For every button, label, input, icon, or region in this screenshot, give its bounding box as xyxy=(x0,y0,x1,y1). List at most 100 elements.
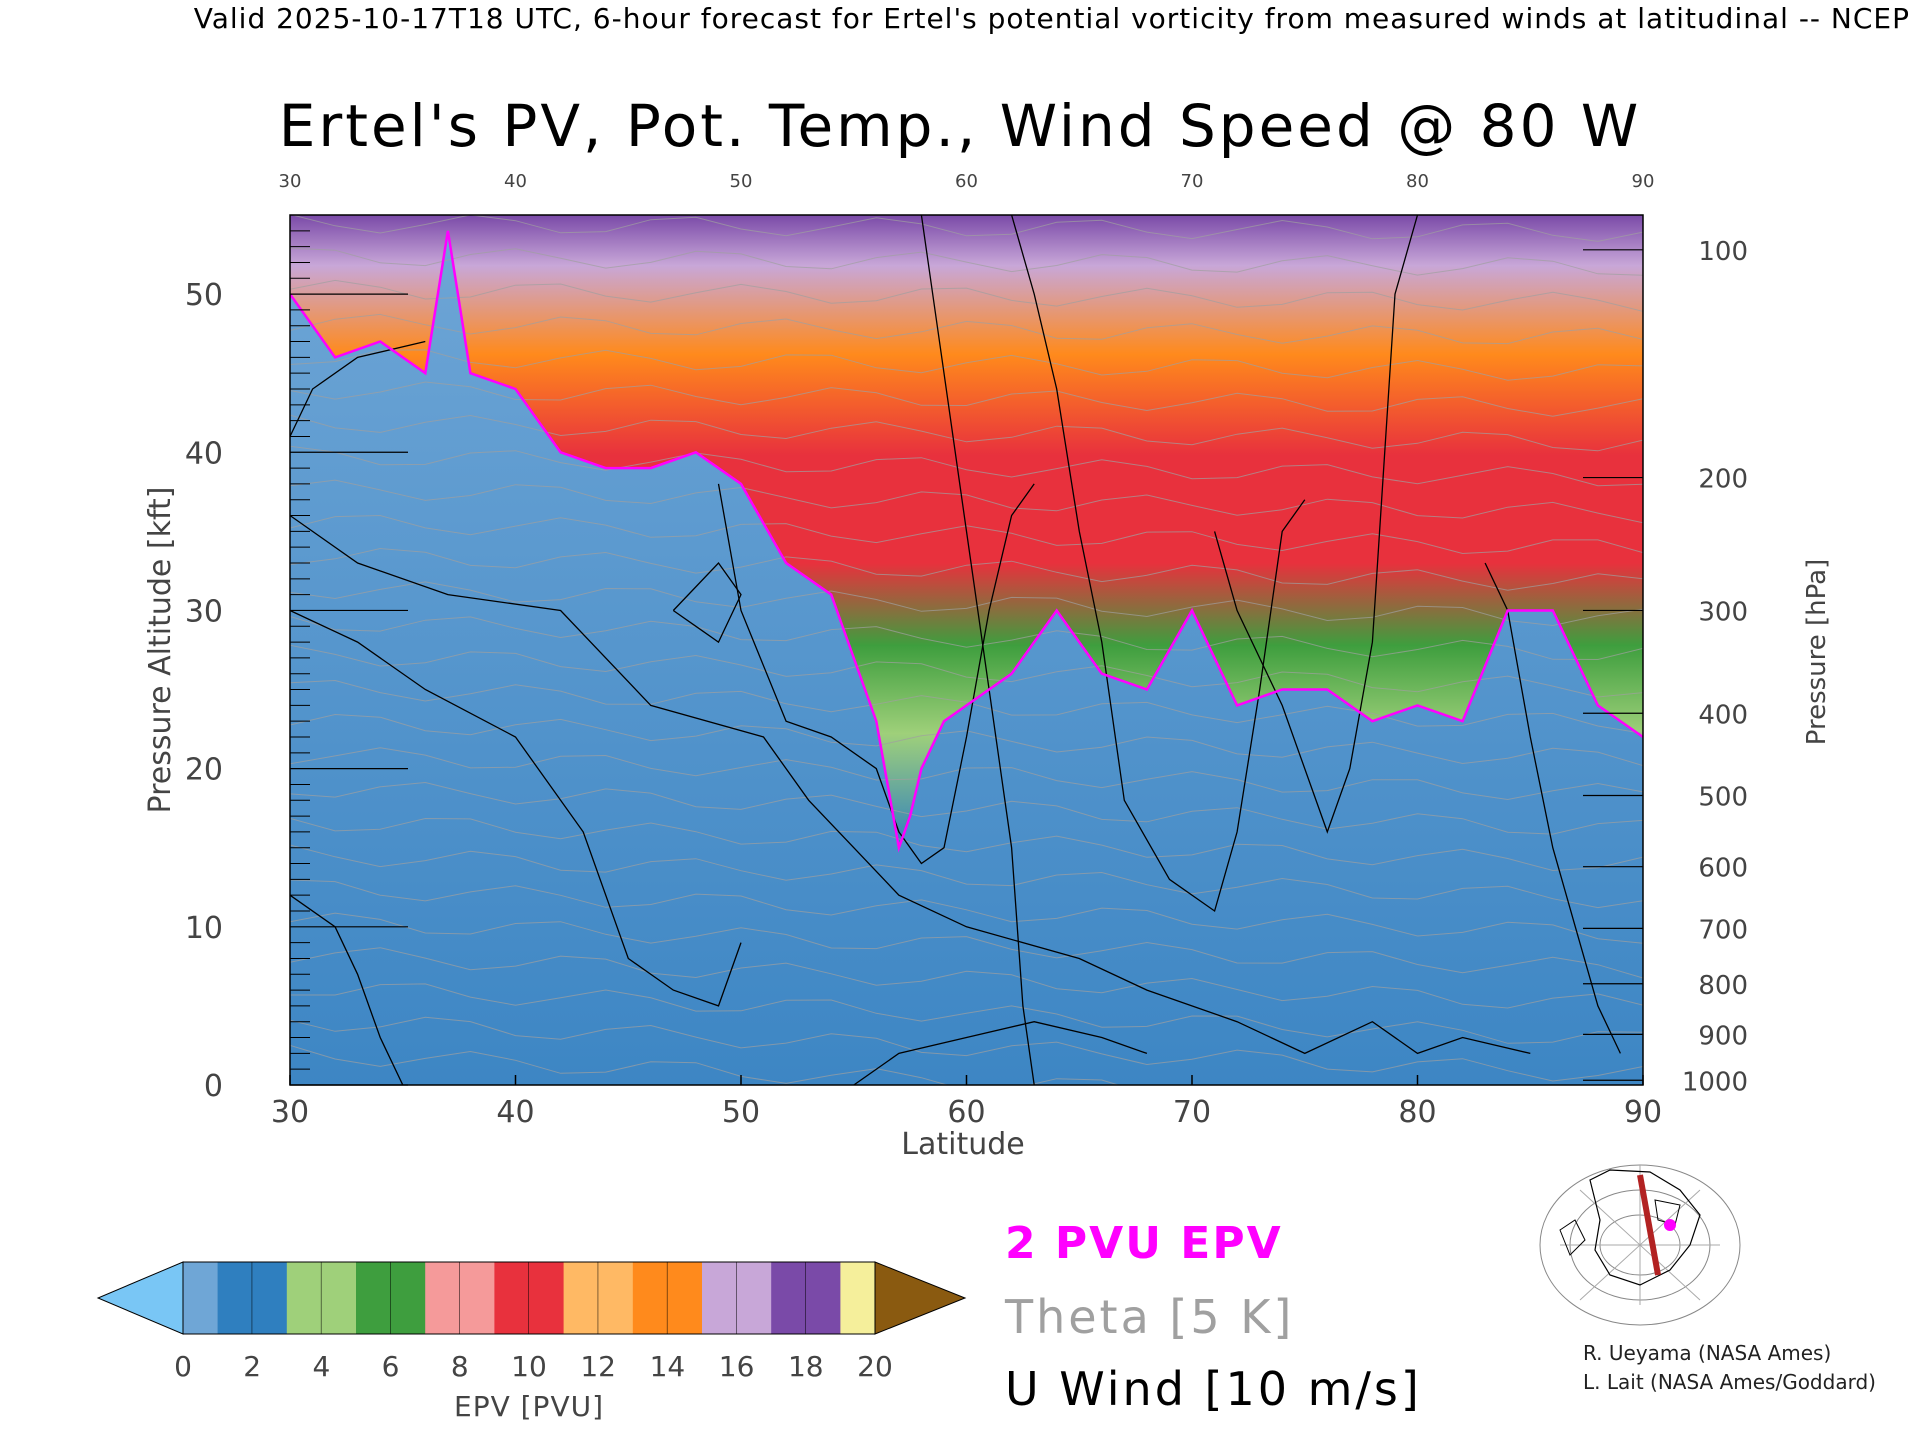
theta-contour xyxy=(290,817,1643,872)
colorbar-tick-label: 18 xyxy=(787,1350,824,1383)
theta-contour xyxy=(290,547,1643,591)
colorbar-segment xyxy=(771,1262,807,1334)
theta-contour xyxy=(290,713,1643,767)
section-line xyxy=(1637,1174,1661,1276)
legend-2pvu: 2 PVU EPV xyxy=(1005,1218,1283,1269)
pressure-tick-label: 500 xyxy=(1698,783,1748,813)
theta-contour xyxy=(290,983,1643,1044)
x-top-tick-label: 50 xyxy=(730,171,753,192)
theta-contour xyxy=(290,313,1643,345)
u-wind-contour xyxy=(290,894,404,1085)
y-tick-label: 40 xyxy=(185,436,223,471)
colorbar-tick-label: 4 xyxy=(312,1350,331,1383)
u-wind-contour xyxy=(1010,215,1306,913)
colorbar-tick-label: 12 xyxy=(580,1350,617,1383)
colorbar-tick-label: 20 xyxy=(857,1350,893,1383)
colorbar-tick-label: 14 xyxy=(649,1350,686,1383)
colorbar-segment xyxy=(183,1262,219,1334)
colorbar-segment xyxy=(321,1262,357,1334)
legend-theta: Theta [5 K] xyxy=(1005,1290,1295,1344)
credit-line-1: R. Ueyama (NASA Ames) xyxy=(1583,1341,1832,1365)
colorbar-tick-label: 2 xyxy=(243,1350,262,1383)
theta-contour xyxy=(290,912,1643,979)
colorbar-segment xyxy=(563,1262,599,1334)
x-tick-label: 60 xyxy=(947,1095,985,1130)
u-wind-contour xyxy=(290,514,1531,1055)
colorbar-segment xyxy=(736,1262,772,1334)
x-axis-label: Latitude xyxy=(901,1127,1024,1162)
colorbar-over-arrow xyxy=(874,1261,967,1335)
pressure-tick-label: 300 xyxy=(1698,597,1748,627)
colorbar-tick-label: 10 xyxy=(511,1350,547,1383)
x-top-tick-label: 90 xyxy=(1632,171,1655,192)
pressure-tick-label: 100 xyxy=(1698,237,1748,267)
y-axis-label-right: Pressure [hPa] xyxy=(1802,559,1832,746)
y-tick-label: 0 xyxy=(204,1069,223,1104)
theta-contour xyxy=(290,581,1643,627)
theta-contour xyxy=(290,479,1643,524)
pressure-tick-label: 800 xyxy=(1698,971,1748,1001)
pressure-tick-label: 1000 xyxy=(1682,1067,1748,1097)
u-wind-contour xyxy=(672,561,742,644)
colorbar-segment xyxy=(598,1262,634,1334)
colorbar-label: EPV [PVU] xyxy=(454,1390,605,1423)
theta-contour xyxy=(290,747,1643,801)
x-tick-label: 30 xyxy=(271,1095,309,1130)
theta-contour xyxy=(290,781,1643,835)
pressure-tick-label: 200 xyxy=(1698,465,1748,495)
y-tick-label: 30 xyxy=(185,594,223,629)
colorbar-segment xyxy=(356,1262,392,1334)
y-axis-label-left: Pressure Altitude [kft] xyxy=(143,487,178,814)
y-tick-label: 10 xyxy=(185,911,223,946)
x-tick-label: 80 xyxy=(1398,1095,1436,1130)
theta-contour xyxy=(290,879,1643,944)
x-top-tick-label: 60 xyxy=(955,171,978,192)
colorbar-segment xyxy=(494,1262,530,1334)
chart-title: Ertel's PV, Pot. Temp., Wind Speed @ 80 … xyxy=(278,92,1642,160)
colorbar-under-arrow xyxy=(96,1261,184,1335)
theta-contour xyxy=(290,644,1643,698)
u-wind-contour xyxy=(853,1021,1148,1085)
colorbar xyxy=(96,1261,967,1335)
theta-contour xyxy=(290,247,1643,276)
u-wind-contour xyxy=(717,483,1035,865)
theta-contours xyxy=(290,215,1643,1085)
theta-contour xyxy=(290,445,1643,487)
x-top-tick-label: 80 xyxy=(1406,171,1429,192)
u-wind-contour xyxy=(1213,215,1419,834)
x-top-tick-label: 30 xyxy=(279,171,302,192)
colorbar-segment xyxy=(459,1262,495,1334)
colorbar-tick-label: 0 xyxy=(174,1350,192,1383)
theta-contour xyxy=(290,349,1643,381)
colorbar-segment xyxy=(390,1262,426,1334)
plot-area xyxy=(290,215,1643,1085)
x-top-tick-label: 40 xyxy=(504,171,527,192)
colorbar-segment xyxy=(529,1262,565,1334)
x-tick-label: 90 xyxy=(1624,1095,1662,1130)
colorbar-segment xyxy=(217,1262,253,1334)
theta-contour xyxy=(290,844,1643,909)
colorbar-segment xyxy=(632,1262,668,1334)
theta-contour xyxy=(290,514,1643,555)
colorbar-segment xyxy=(425,1262,461,1334)
theta-contour xyxy=(290,947,1643,1009)
theta-contour xyxy=(290,215,1643,242)
x-tick-label: 50 xyxy=(722,1095,760,1130)
colorbar-segment xyxy=(805,1262,841,1334)
theta-contour xyxy=(290,279,1643,312)
pressure-tick-label: 400 xyxy=(1698,700,1748,730)
location-dot xyxy=(1664,1219,1676,1231)
colorbar-segment xyxy=(667,1262,703,1334)
pressure-tick-label: 700 xyxy=(1698,915,1748,945)
inset-map xyxy=(1539,1155,1741,1326)
theta-contour xyxy=(290,1044,1120,1085)
theta-contour xyxy=(290,679,1643,734)
x-tick-label: 40 xyxy=(496,1095,534,1130)
colorbar-tick-label: 16 xyxy=(718,1350,755,1383)
theta-contour xyxy=(290,414,1643,452)
pv2-contour-line xyxy=(290,230,1643,853)
colorbar-tick-label: 6 xyxy=(381,1350,400,1383)
y-tick-label: 50 xyxy=(185,278,223,313)
theta-contour xyxy=(290,1016,1643,1082)
